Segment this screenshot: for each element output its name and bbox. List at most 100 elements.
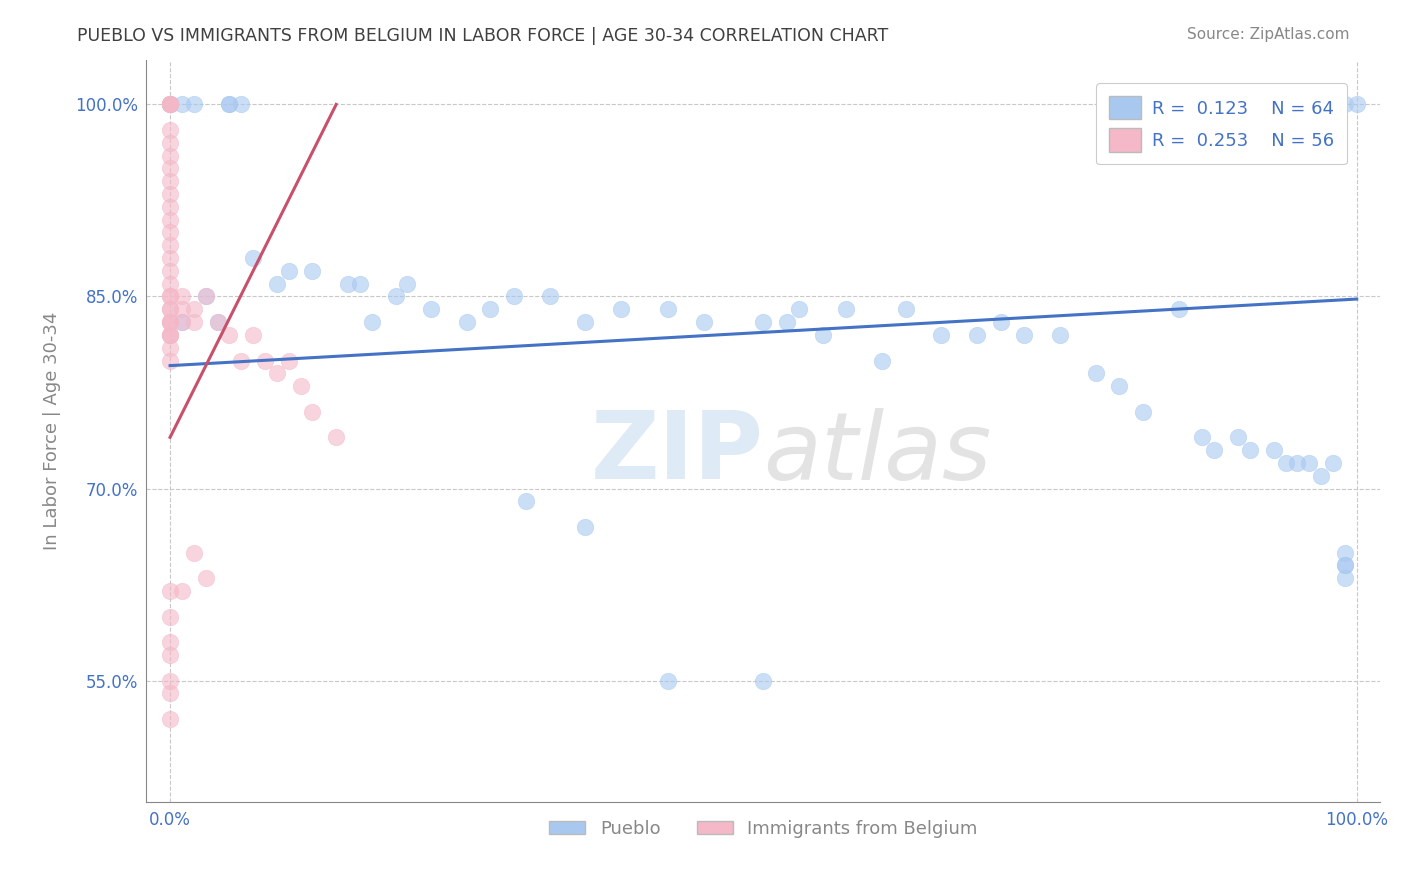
Point — [657, 302, 679, 317]
Point — [159, 97, 181, 112]
Point — [894, 302, 917, 317]
Point — [159, 212, 181, 227]
Point — [277, 353, 299, 368]
Point — [231, 353, 253, 368]
Point — [159, 302, 181, 317]
Legend: Pueblo, Immigrants from Belgium: Pueblo, Immigrants from Belgium — [543, 813, 984, 846]
Point — [1227, 430, 1250, 444]
Point — [183, 302, 205, 317]
Point — [1322, 456, 1344, 470]
Point — [159, 353, 181, 368]
Point — [159, 174, 181, 188]
Point — [1167, 302, 1189, 317]
Point — [290, 379, 312, 393]
Point — [170, 315, 193, 329]
Point — [610, 302, 633, 317]
Point — [538, 289, 561, 303]
Point — [420, 302, 443, 317]
Point — [159, 123, 181, 137]
Point — [159, 97, 181, 112]
Point — [159, 97, 181, 112]
Point — [1239, 443, 1261, 458]
Point — [183, 545, 205, 559]
Point — [159, 635, 181, 649]
Point — [159, 302, 181, 317]
Point — [159, 187, 181, 202]
Point — [159, 97, 181, 112]
Point — [183, 315, 205, 329]
Point — [835, 302, 858, 317]
Point — [159, 686, 181, 700]
Point — [931, 327, 953, 342]
Point — [159, 712, 181, 726]
Point — [170, 315, 193, 329]
Point — [159, 341, 181, 355]
Point — [170, 302, 193, 317]
Point — [159, 148, 181, 162]
Point — [183, 97, 205, 112]
Point — [657, 673, 679, 688]
Point — [159, 327, 181, 342]
Point — [159, 609, 181, 624]
Point — [693, 315, 716, 329]
Point — [1346, 97, 1368, 112]
Point — [1286, 456, 1309, 470]
Text: PUEBLO VS IMMIGRANTS FROM BELGIUM IN LABOR FORCE | AGE 30-34 CORRELATION CHART: PUEBLO VS IMMIGRANTS FROM BELGIUM IN LAB… — [77, 27, 889, 45]
Point — [574, 315, 596, 329]
Point — [752, 315, 775, 329]
Point — [242, 251, 264, 265]
Point — [253, 353, 276, 368]
Point — [1334, 97, 1357, 112]
Point — [159, 584, 181, 599]
Point — [159, 136, 181, 150]
Point — [1132, 405, 1154, 419]
Point — [218, 97, 240, 112]
Point — [242, 327, 264, 342]
Point — [337, 277, 360, 291]
Point — [218, 97, 240, 112]
Point — [1334, 558, 1357, 573]
Point — [396, 277, 419, 291]
Point — [811, 327, 834, 342]
Point — [456, 315, 478, 329]
Point — [159, 315, 181, 329]
Point — [194, 289, 217, 303]
Point — [159, 327, 181, 342]
Point — [170, 289, 193, 303]
Point — [159, 315, 181, 329]
Point — [1334, 571, 1357, 585]
Point — [360, 315, 382, 329]
Point — [159, 238, 181, 252]
Text: Source: ZipAtlas.com: Source: ZipAtlas.com — [1187, 27, 1350, 42]
Point — [1298, 456, 1320, 470]
Point — [194, 289, 217, 303]
Point — [325, 430, 347, 444]
Point — [870, 353, 893, 368]
Point — [1108, 379, 1130, 393]
Point — [787, 302, 810, 317]
Point — [752, 673, 775, 688]
Point — [218, 327, 240, 342]
Point — [194, 571, 217, 585]
Point — [159, 226, 181, 240]
Point — [384, 289, 406, 303]
Point — [776, 315, 799, 329]
Point — [159, 97, 181, 112]
Point — [207, 315, 229, 329]
Point — [159, 648, 181, 662]
Point — [159, 289, 181, 303]
Point — [301, 264, 323, 278]
Point — [266, 277, 288, 291]
Point — [1014, 327, 1036, 342]
Point — [503, 289, 526, 303]
Point — [159, 97, 181, 112]
Point — [266, 367, 288, 381]
Point — [1049, 327, 1071, 342]
Y-axis label: In Labor Force | Age 30-34: In Labor Force | Age 30-34 — [44, 311, 60, 550]
Point — [301, 405, 323, 419]
Text: atlas: atlas — [763, 408, 991, 499]
Point — [1334, 558, 1357, 573]
Point — [159, 327, 181, 342]
Point — [349, 277, 371, 291]
Point — [170, 584, 193, 599]
